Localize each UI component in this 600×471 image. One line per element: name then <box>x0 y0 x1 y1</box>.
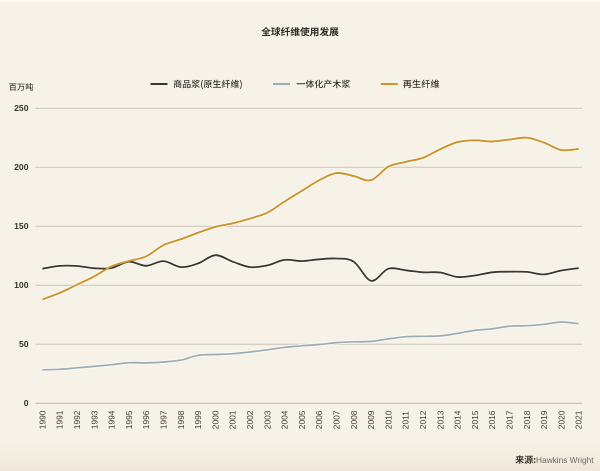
svg-text:2010: 2010 <box>383 410 393 429</box>
svg-text:2021: 2021 <box>574 410 584 429</box>
svg-text:2016: 2016 <box>487 410 497 429</box>
svg-text:2002: 2002 <box>245 410 255 429</box>
svg-text:2015: 2015 <box>470 410 480 429</box>
svg-text:1999: 1999 <box>193 410 203 429</box>
svg-text:250: 250 <box>14 103 29 113</box>
svg-text:1993: 1993 <box>89 410 99 429</box>
svg-text:2017: 2017 <box>505 410 515 429</box>
svg-text:2004: 2004 <box>280 410 290 429</box>
svg-text:1997: 1997 <box>159 410 169 429</box>
svg-text:1998: 1998 <box>176 410 186 429</box>
svg-text:1992: 1992 <box>72 410 82 429</box>
svg-text:2014: 2014 <box>453 410 463 429</box>
svg-text:2009: 2009 <box>366 410 376 429</box>
svg-text:2005: 2005 <box>297 410 307 429</box>
svg-text:2003: 2003 <box>262 410 272 429</box>
svg-text:2006: 2006 <box>314 410 324 429</box>
svg-text:2007: 2007 <box>332 410 342 429</box>
svg-text:1994: 1994 <box>107 410 117 429</box>
svg-text:1995: 1995 <box>124 410 134 429</box>
svg-text:2013: 2013 <box>435 410 445 429</box>
svg-text:100: 100 <box>14 280 29 290</box>
svg-text:50: 50 <box>19 339 29 349</box>
svg-text:1996: 1996 <box>141 410 151 429</box>
svg-text:2020: 2020 <box>556 410 566 429</box>
svg-text:2018: 2018 <box>522 410 532 429</box>
svg-text:2012: 2012 <box>418 410 428 429</box>
svg-text:0: 0 <box>24 398 29 408</box>
svg-text:2001: 2001 <box>228 410 238 429</box>
svg-text:200: 200 <box>14 162 29 172</box>
svg-text:2011: 2011 <box>401 411 411 429</box>
svg-text:Hawkins Wright: Hawkins Wright <box>536 455 594 465</box>
svg-text:150: 150 <box>14 221 29 231</box>
svg-text:1991: 1991 <box>55 410 65 429</box>
svg-text:1990: 1990 <box>37 410 47 429</box>
svg-text:2008: 2008 <box>349 410 359 429</box>
svg-text:2019: 2019 <box>539 410 549 429</box>
svg-text:2000: 2000 <box>210 410 220 429</box>
